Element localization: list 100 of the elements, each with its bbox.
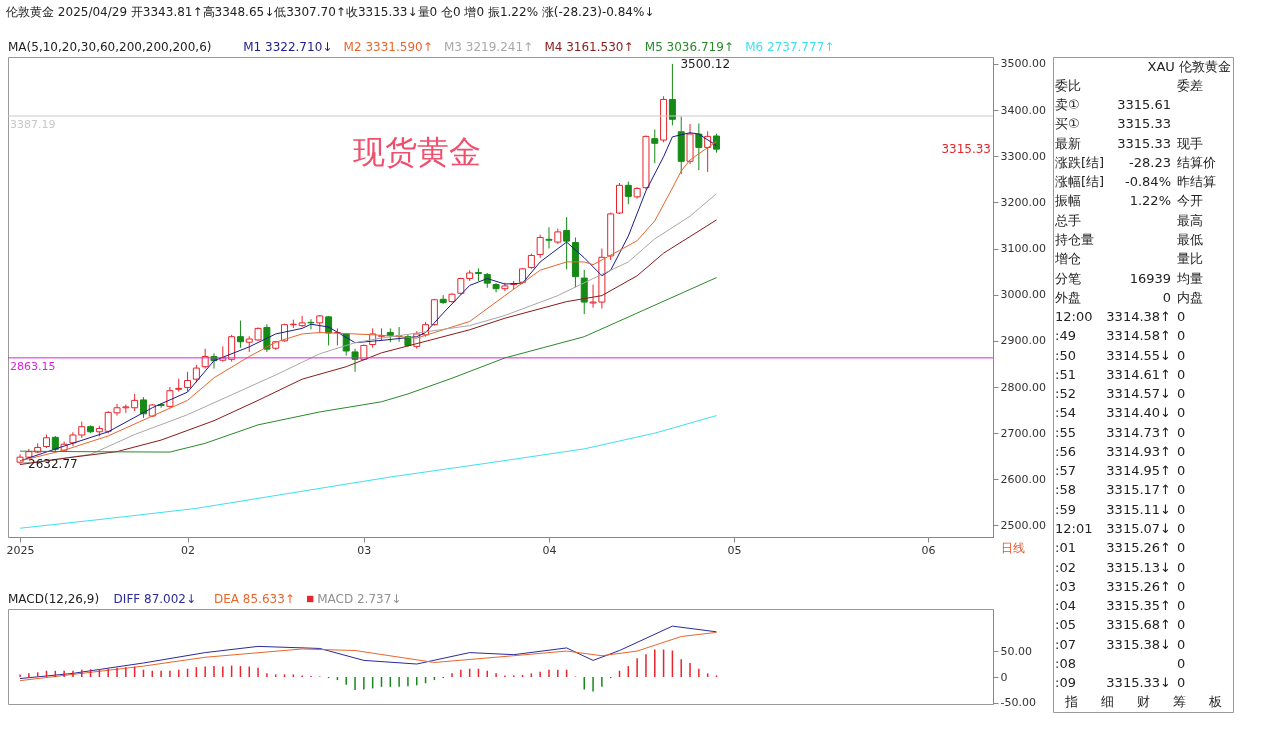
text: 3315.33↓ [1106, 675, 1171, 691]
text: M2 3331.590↑ [343, 40, 433, 54]
y-tick-label: 3000.00 [1000, 288, 1046, 302]
text: 3314.93↑ [1106, 443, 1171, 459]
text: :55 [1055, 424, 1076, 440]
text: 0 [1177, 520, 1186, 536]
x-tick-label: 06 [921, 543, 936, 557]
text: 0 [1177, 443, 1186, 459]
text: 振幅 [1055, 193, 1081, 209]
text: 均量 [1177, 270, 1203, 286]
candlestick [474, 267, 482, 282]
text: 0 [1177, 501, 1186, 517]
x-tick-label: 03 [357, 543, 372, 557]
text: M5 3036.719↑ [644, 40, 734, 54]
candlestick [184, 371, 192, 393]
legend-title: MACD(12,26,9) [8, 592, 100, 606]
text: 3315.17↑ [1106, 482, 1171, 498]
text: 0 [1177, 309, 1186, 325]
text: :01 [1055, 540, 1076, 556]
text: 3315.35↑ [1106, 598, 1171, 614]
text: 3315.68↑ [1106, 617, 1171, 633]
text: DEA 85.633↑ [214, 592, 295, 606]
text: 0 [1177, 598, 1186, 614]
text: 3315.38↓ [1106, 636, 1171, 652]
x-tick-label: 04 [542, 543, 557, 557]
text: :49 [1055, 328, 1076, 344]
text: 外盘 [1055, 289, 1081, 305]
text: 最新 [1055, 135, 1081, 151]
text: 0 [1177, 386, 1186, 402]
y-tick-label: 2700.00 [1000, 426, 1046, 440]
text: 持仓量 [1055, 232, 1094, 248]
candlestick [580, 269, 588, 315]
ref-line-label: 2863.15 [10, 359, 56, 373]
text: 3315.13↓ [1106, 559, 1171, 575]
text: 0 [1177, 578, 1186, 594]
y-tick-label: 50.00 [1000, 644, 1032, 658]
text: 最高 [1177, 212, 1203, 228]
text: 0 [1177, 675, 1186, 691]
text: 0 [1177, 347, 1186, 363]
annotation: 3315.33 [941, 142, 991, 157]
y-tick-label: 3500.00 [1000, 57, 1046, 71]
text: 涨幅[结] [1055, 174, 1105, 190]
y-tick-label: -50.00 [1000, 696, 1036, 710]
text: 日线 [1001, 541, 1025, 555]
y-tick-label: 2500.00 [1000, 518, 1046, 532]
text: 增仓 [1055, 251, 1081, 267]
chart-title: 伦敦黄金 2025/04/29 开3343.81↑高3348.65↓低3307.70↑收3315.33↓量0 仓0 增0 振1.22% 涨(-28.23)-0.84%↓ [6, 5, 655, 19]
text: :02 [1055, 559, 1076, 575]
text: 0 [1162, 289, 1171, 305]
text: 量比 [1177, 251, 1203, 267]
y-tick-label: 3100.00 [1000, 242, 1046, 256]
text: 0 [1177, 559, 1186, 575]
candlestick [651, 128, 659, 164]
candlestick [668, 63, 676, 126]
text: 3314.57↓ [1106, 386, 1171, 402]
text: :08 [1055, 655, 1076, 671]
x-tick-label: 02 [181, 543, 196, 557]
candlestick [695, 122, 703, 171]
text: 现手 [1177, 135, 1203, 151]
x-tick-label: 05 [727, 543, 742, 557]
candlestick [236, 320, 244, 349]
text: 3315.61 [1117, 97, 1171, 113]
candlestick [563, 216, 571, 270]
text: 3315.11↓ [1106, 501, 1171, 517]
text: M6 2737.777↑ [745, 40, 835, 54]
text: 0 [1177, 405, 1186, 421]
text: 12:00 [1055, 309, 1093, 325]
text: :54 [1055, 405, 1076, 421]
text: :56 [1055, 443, 1076, 459]
text: 3315.26↑ [1106, 578, 1171, 594]
text: 板 [1208, 694, 1222, 710]
text: 0 [1177, 540, 1186, 556]
y-tick-label: 3200.00 [1000, 195, 1046, 209]
text: 0 [1177, 655, 1186, 671]
text: 3314.58↑ [1106, 328, 1171, 344]
text: 分笔 [1055, 270, 1081, 286]
text: 16939 [1129, 270, 1171, 286]
text: 0 [1177, 366, 1186, 382]
text: DIFF 87.002↓ [113, 592, 197, 606]
text: 委差 [1177, 77, 1203, 93]
text: 筹 [1172, 694, 1186, 710]
text: :59 [1055, 501, 1076, 517]
annotation: 3500.12 [680, 56, 731, 71]
text: 委比 [1055, 77, 1081, 93]
text: :05 [1055, 617, 1076, 633]
x-tick-label: 2025 [6, 543, 35, 557]
text: :52 [1055, 386, 1076, 402]
text: :57 [1055, 463, 1076, 479]
candlestick [545, 226, 553, 250]
text: 财 [1136, 694, 1150, 710]
text: M3 3219.241↑ [444, 40, 534, 54]
text: 昨结算 [1177, 174, 1216, 190]
text: :50 [1055, 347, 1076, 363]
text: 细 [1100, 694, 1114, 710]
y-tick-label: 0 [1000, 670, 1008, 684]
text: 1.22% [1129, 193, 1171, 209]
y-tick-label: 2600.00 [1000, 472, 1046, 486]
candlestick [624, 181, 632, 205]
text: 0 [1177, 424, 1186, 440]
text: 指 [1064, 694, 1078, 710]
